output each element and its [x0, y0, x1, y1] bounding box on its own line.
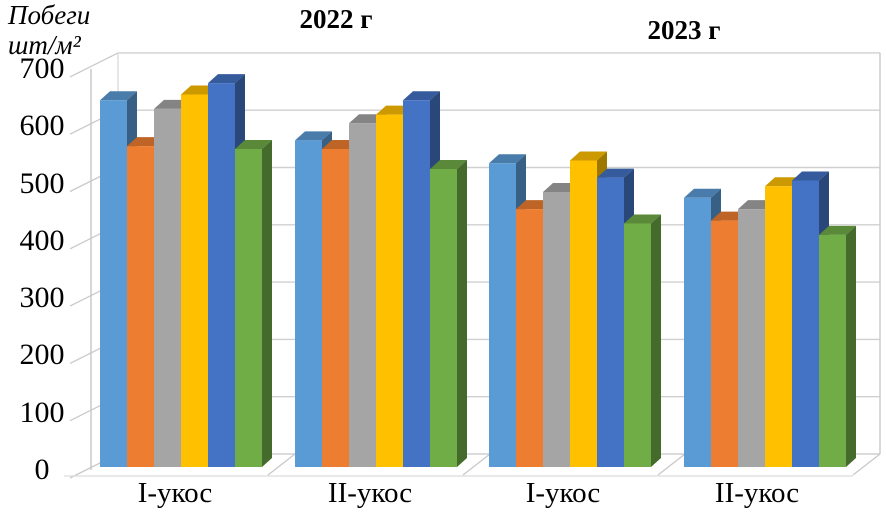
- bar-g1-s1-top: [100, 91, 137, 101]
- bar-g4-s5: [792, 180, 819, 467]
- y-axis-title: Побеги шт/м²: [8, 0, 90, 60]
- bar-g2-s2: [322, 148, 349, 468]
- y-tick-label: 500: [19, 166, 65, 200]
- x-category-label: I-укос: [137, 477, 213, 509]
- y-tick-label: 600: [19, 109, 65, 143]
- bar-g4-s1: [684, 197, 711, 467]
- bar-g1-s1: [100, 100, 127, 467]
- bar-g2-s1-top: [295, 131, 332, 141]
- bar-g4-s6: [819, 234, 846, 467]
- y-tick-label: 200: [19, 338, 65, 372]
- y-axis-title-line1: Побеги: [8, 0, 91, 30]
- bar-g3-s5: [597, 177, 624, 467]
- bar-g4-s4: [765, 186, 792, 468]
- x-category-label: I-укос: [525, 477, 601, 509]
- floor-separator: [657, 453, 686, 476]
- bar-g4-s3: [738, 209, 765, 467]
- bar-g4-s6-side: [846, 225, 856, 467]
- bar-g4-s6-top: [819, 225, 856, 235]
- bar-g4-s2: [711, 220, 738, 467]
- bar-g3-s6: [624, 223, 651, 467]
- bar-g2-s5-top: [403, 91, 440, 101]
- year-header-2023: 2023 г: [647, 15, 721, 45]
- x-category-label: II-укос: [714, 477, 800, 509]
- bar-g3-s3: [543, 191, 570, 467]
- bar-g2-s5: [403, 100, 430, 467]
- bar-g3-s2: [516, 209, 543, 467]
- bar-g1-s2: [127, 146, 154, 467]
- bar-g3-s1: [489, 163, 516, 467]
- bar-g1-s6-side: [262, 139, 272, 468]
- bar-g2-s4: [376, 114, 403, 467]
- bar-g1-s4: [181, 94, 208, 468]
- bar-g1-s5: [208, 83, 235, 467]
- bar-g1-s6: [235, 148, 262, 468]
- bar-g4-s5-top: [792, 171, 829, 181]
- bar-g3-s5-top: [597, 168, 634, 178]
- y-tick-label: 300: [19, 281, 65, 315]
- bar-g4-s1-top: [684, 188, 721, 198]
- y-tick-label: 700: [19, 51, 65, 85]
- bar-g1-s5-top: [208, 74, 245, 84]
- floor-separator: [852, 453, 881, 476]
- bar-g2-s1: [295, 140, 322, 467]
- year-header-2022: 2022 г: [299, 4, 373, 34]
- x-category-label: II-укос: [327, 477, 413, 509]
- y-tick-line: [69, 52, 119, 78]
- bar-g3-s4-top: [570, 151, 607, 161]
- y-axis-title-line2: шт/м²: [8, 30, 81, 60]
- floor-separator: [462, 453, 491, 476]
- bar-g2-s6: [430, 169, 457, 468]
- y-tick-label: 400: [19, 223, 65, 257]
- bar-g3-s4: [570, 160, 597, 467]
- bar-g3-s6-side: [651, 214, 661, 467]
- bar-g1-s6-top: [235, 139, 272, 149]
- floor-separator: [267, 453, 296, 476]
- y-tick-label: 100: [19, 395, 65, 429]
- bar-g1-s3: [154, 108, 181, 467]
- bar-g3-s1-top: [489, 154, 526, 164]
- bar-g3-s6-top: [624, 214, 661, 224]
- bar-g2-s6-top: [430, 160, 467, 170]
- bar-g2-s3: [349, 123, 376, 467]
- bar-g2-s6-side: [457, 160, 467, 468]
- y-tick-label: 0: [34, 453, 50, 486]
